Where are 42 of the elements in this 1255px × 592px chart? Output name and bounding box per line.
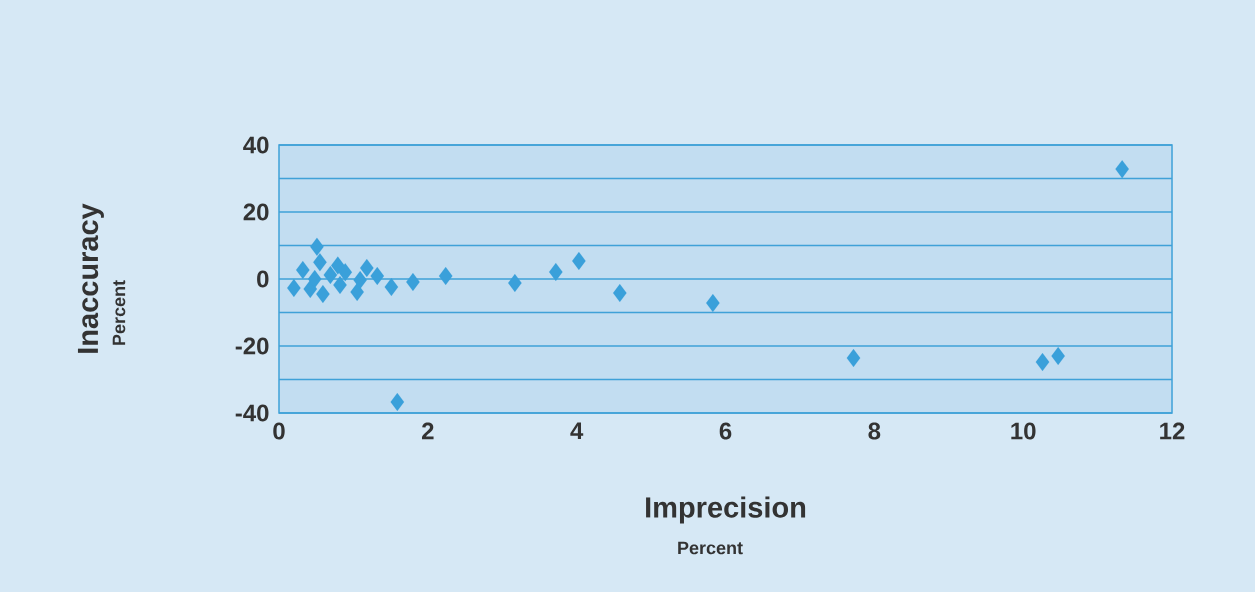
point [549,262,563,282]
x-tick-label: 4 [570,422,584,440]
point [370,266,385,286]
point [406,272,420,292]
x-tick-label: 0 [273,422,285,440]
point [706,294,720,313]
point [360,258,374,278]
point [333,275,347,295]
x-tick-label: 12 [1160,422,1185,440]
y-tick-label: -40 [235,404,269,422]
point [313,253,327,272]
y-tick-label: 20 [243,203,269,221]
point [613,284,627,303]
point [384,277,399,297]
point [307,269,322,289]
x-tick-label: 2 [421,422,434,440]
point [310,237,324,256]
y-tick-label: 0 [257,270,269,288]
point [438,266,453,286]
point [338,263,353,282]
x-tick-label: 6 [719,422,732,440]
y-tick-label: 40 [243,136,269,154]
text: Percent [112,280,126,345]
point [350,283,364,302]
point [323,265,338,285]
point [572,251,586,270]
y-tick-label: -20 [235,337,269,355]
point [390,392,405,411]
point [287,278,301,298]
point [1115,160,1129,179]
point [353,270,367,290]
point [846,349,861,368]
point [508,273,522,293]
x-tick-label: 10 [1011,422,1036,440]
text: Percent [678,541,743,555]
point [296,260,310,280]
point [316,285,330,304]
x-tick-label: 8 [868,422,881,440]
point [1051,346,1065,366]
point [1035,353,1050,372]
y-axis-title: Inaccuracy [77,203,104,353]
x-axis-title: Imprecision [646,496,806,524]
